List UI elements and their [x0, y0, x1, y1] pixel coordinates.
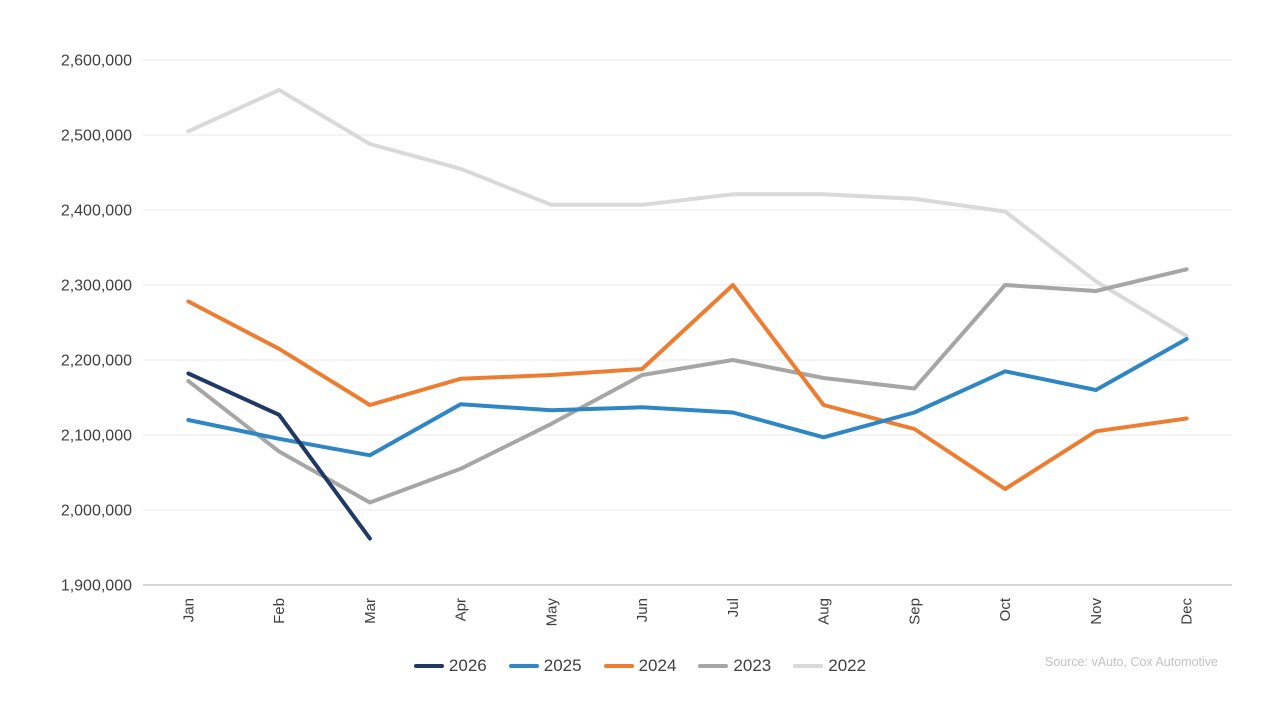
y-axis-tick-label: 1,900,000 [61, 578, 132, 595]
x-axis-tick-label: Nov [1088, 598, 1105, 625]
y-axis-tick-label: 2,300,000 [61, 278, 132, 295]
legend-swatch-2022 [793, 663, 824, 669]
source-note: Source: vAuto, Cox Automotive [1044, 655, 1218, 669]
legend-label: 2024 [638, 656, 677, 675]
series-lines [186, 88, 1189, 541]
legend-label: 2025 [543, 656, 582, 675]
y-axis-labels: 1,900,000 2,000,000 2,100,000 2,200,000 2,30… [61, 53, 132, 595]
x-axis-tick-label: Apr [453, 598, 470, 621]
legend-item-2024: 2024 [603, 656, 677, 676]
legend-label: 2026 [448, 656, 487, 675]
legend-swatch-2026 [413, 663, 444, 669]
series-line-2022 [186, 88, 1189, 338]
x-axis-tick-label: Aug [816, 598, 833, 625]
x-axis-tick-label: Jan [180, 598, 197, 622]
y-axis-tick-label: 2,200,000 [61, 353, 132, 370]
series-line-2025 [186, 337, 1189, 458]
legend-label: 2023 [733, 656, 772, 675]
y-axis-tick-label: 2,400,000 [61, 203, 132, 220]
series-line-2023 [186, 267, 1189, 505]
x-axis-labels: Jan Feb Mar Apr May Jun Jul Aug Sep Oct Nov Dec [180, 597, 1195, 626]
y-axis-tick-label: 2,100,000 [61, 428, 132, 445]
x-axis-tick-label: Feb [271, 598, 288, 624]
y-axis-tick-label: 2,500,000 [61, 128, 132, 145]
legend-item-2022: 2022 [793, 656, 866, 676]
x-axis-tick-label: Sep [906, 598, 923, 625]
y-axis-tick-label: 2,600,000 [61, 53, 132, 70]
legend-label: 2022 [828, 656, 867, 675]
series-line-2026 [186, 371, 372, 541]
chart-svg: 1,900,000 2,000,000 2,100,000 2,200,000 2,30… [61, 53, 1232, 626]
legend-swatch-2025 [508, 663, 539, 669]
legend-item-2023: 2023 [698, 656, 771, 676]
legend-swatch-2024 [603, 663, 634, 669]
legend-swatch-2023 [698, 663, 729, 669]
x-axis-tick-label: Oct [997, 597, 1014, 621]
chart-legend: 2026 2025 2024 2023 2022 [0, 656, 1280, 676]
legend-item-2025: 2025 [508, 656, 582, 676]
x-axis-tick-label: Jun [634, 598, 651, 622]
x-axis-tick-label: May [543, 598, 560, 627]
series-line-2024 [186, 283, 1189, 491]
legend-item-2026: 2026 [413, 656, 487, 676]
x-axis-tick-label: Dec [1179, 598, 1196, 625]
gridlines [143, 59, 1232, 586]
x-axis-tick-label: Jul [725, 598, 742, 617]
x-axis-tick-label: Mar [362, 598, 379, 624]
y-axis-tick-label: 2,000,000 [61, 503, 132, 520]
